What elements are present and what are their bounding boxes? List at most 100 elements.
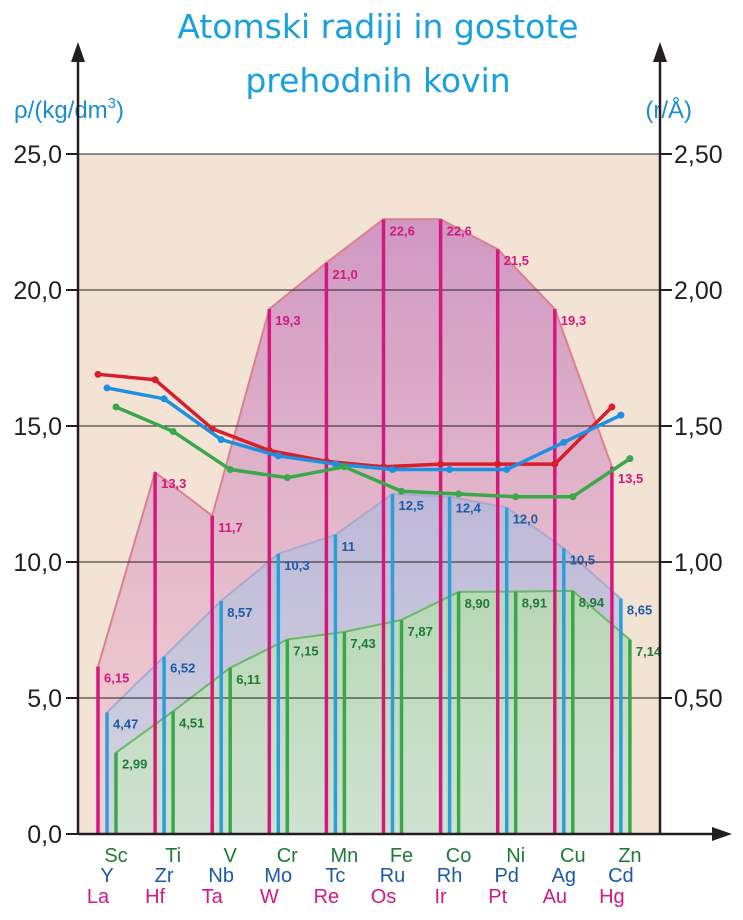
- y-tick-label-left: 5,0: [27, 685, 62, 713]
- density-value-label-row3: 6,15: [104, 671, 129, 686]
- y-tick-label-left: 0,0: [27, 821, 62, 849]
- category-label-row3: Os: [371, 886, 397, 908]
- radius-point-row3: [494, 460, 502, 468]
- category-label-row1: Sc: [104, 845, 127, 867]
- density-value-label-row1: 7,15: [293, 644, 318, 659]
- density-value-label-row1: 2,99: [122, 757, 147, 772]
- radius-point-row3: [94, 370, 102, 378]
- radius-point-row2: [160, 395, 168, 403]
- category-label-row2: Ru: [380, 865, 406, 887]
- radius-point-row2: [560, 438, 568, 446]
- density-value-label-row2: 4,47: [113, 716, 138, 731]
- category-label-row1: Zn: [618, 845, 641, 867]
- y-tick-label-right: 2,00: [674, 277, 723, 305]
- category-label-row2: Zr: [155, 865, 174, 887]
- radius-point-row3: [437, 460, 445, 468]
- radius-point-row1: [398, 487, 405, 495]
- density-value-label-row3: 19,3: [561, 313, 586, 328]
- radius-point-row2: [617, 411, 625, 419]
- density-value-label-row2: 12,5: [399, 498, 424, 513]
- radius-point-row2: [503, 466, 511, 474]
- density-value-label-row3: 22,6: [390, 223, 415, 238]
- radius-point-row2: [217, 436, 225, 444]
- category-label-row2: Ag: [552, 865, 576, 887]
- x-axis-arrow: [712, 827, 732, 841]
- radius-line-row1: [115, 405, 631, 499]
- y-tick-label-left: 20,0: [13, 277, 62, 305]
- density-value-label-row3: 11,7: [218, 520, 243, 535]
- y-tick-label-right: 1,50: [674, 413, 723, 441]
- density-value-label-row3: 21,0: [332, 267, 357, 282]
- radius-line-row2: [106, 386, 622, 472]
- category-label-row1: Cu: [560, 845, 586, 867]
- y-tick-label-left: 15,0: [13, 413, 62, 441]
- density-value-label-row3: 19,3: [275, 313, 300, 328]
- category-label-row2: Cd: [608, 865, 634, 887]
- density-value-label-row2: 6,52: [170, 661, 195, 676]
- y-tick-label-right: 1,00: [674, 549, 723, 577]
- category-label-row2: Tc: [325, 865, 345, 887]
- density-value-label-row1: 7,87: [408, 624, 433, 639]
- density-value-label-row2: 11: [341, 539, 355, 554]
- category-label-row1: Co: [446, 845, 472, 867]
- category-label-row2: Nb: [208, 865, 234, 887]
- y-axis-right-label: (r/Å): [645, 96, 692, 124]
- radius-point-row2: [446, 466, 454, 474]
- category-label-row1: Ni: [506, 845, 525, 867]
- radius-point-row1: [169, 427, 177, 435]
- radius-point-row3: [608, 403, 616, 411]
- category-label-row1: Ti: [165, 845, 181, 867]
- density-value-label-row3: 13,5: [618, 471, 643, 486]
- radius-point-row2: [274, 452, 282, 460]
- density-value-label-row1: 8,90: [465, 596, 490, 611]
- category-label-row3: Re: [314, 886, 340, 908]
- category-label-row3: Hg: [599, 886, 625, 908]
- category-label-row3: La: [87, 886, 110, 908]
- density-value-label-row1: 6,11: [236, 672, 261, 687]
- radius-point-row2: [389, 466, 396, 474]
- category-label-row3: Hf: [145, 886, 165, 908]
- radius-point-row2: [103, 384, 111, 392]
- density-value-label-row2: 10,5: [570, 552, 595, 567]
- radius-point-row1: [455, 490, 463, 498]
- density-value-label-row2: 12,0: [513, 512, 538, 527]
- category-label-row2: Y: [100, 865, 113, 887]
- category-label-row2: Mo: [264, 865, 292, 887]
- axes: [71, 42, 732, 841]
- category-label-row1: V: [224, 845, 238, 867]
- density-value-label-row3: 13,3: [161, 476, 186, 491]
- radius-point-row1: [626, 455, 634, 463]
- radius-point-row2: [331, 460, 339, 468]
- radius-point-row3: [551, 460, 559, 468]
- category-label-row1: Fe: [390, 845, 413, 867]
- category-label-row2: Pd: [494, 865, 518, 887]
- y-tick-label-left: 25,0: [13, 141, 62, 169]
- category-label-row3: Ta: [202, 886, 224, 908]
- chart-title-line-1: Atomski radiji in gostote: [177, 7, 578, 46]
- radius-point-row1: [283, 474, 291, 482]
- category-label-row1: Cr: [277, 845, 298, 867]
- y-axis-left-arrow: [71, 42, 85, 62]
- radius-point-row1: [226, 466, 234, 474]
- radius-point-row1: [340, 463, 348, 471]
- category-label-row3: Ir: [434, 886, 447, 908]
- density-value-label-row1: 7,14: [636, 644, 662, 659]
- y-tick-label-left: 10,0: [13, 549, 62, 577]
- density-value-label-row1: 8,94: [579, 595, 605, 610]
- category-label-row1: Mn: [331, 845, 359, 867]
- radius-point-row3: [151, 376, 159, 384]
- density-value-label-row2: 8,65: [627, 603, 652, 618]
- radius-point-row1: [569, 493, 577, 501]
- category-label-row3: W: [260, 886, 279, 908]
- density-value-label-row1: 8,91: [522, 596, 547, 611]
- category-label-row3: Au: [543, 886, 567, 908]
- category-label-row3: Pt: [488, 886, 507, 908]
- category-label-row2: Rh: [437, 865, 463, 887]
- density-value-label-row2: 8,57: [227, 605, 252, 620]
- density-value-label-row3: 21,5: [504, 253, 529, 268]
- density-value-label-row1: 7,43: [350, 636, 375, 651]
- y-axis-left-label: ρ/(kg/dm3): [14, 95, 124, 124]
- radius-line-row3: [97, 372, 614, 469]
